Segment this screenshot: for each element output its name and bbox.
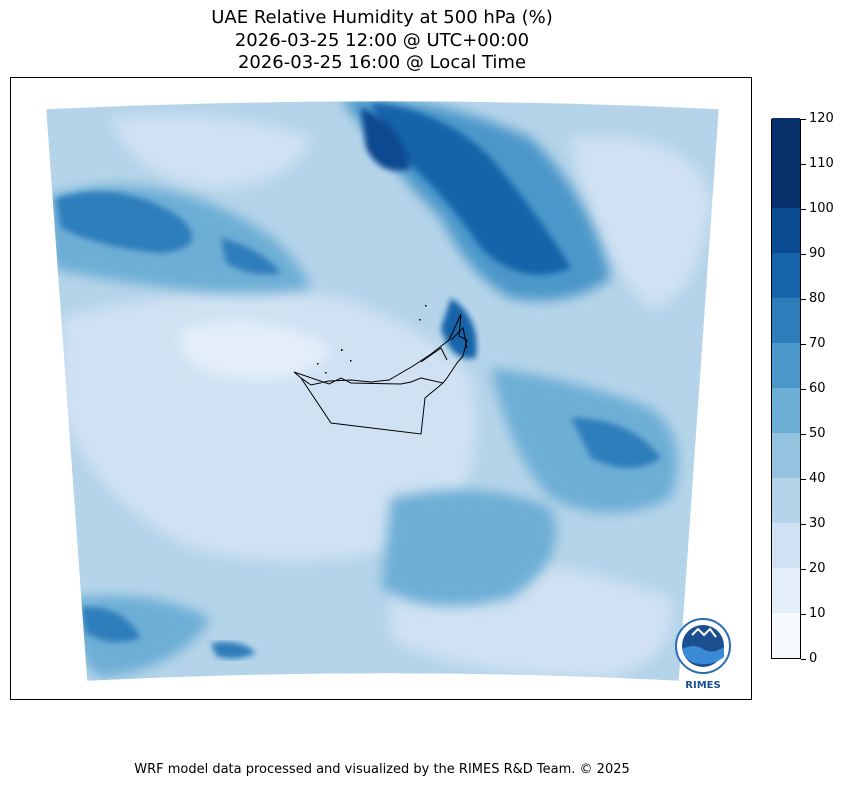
humidity-field: [46, 101, 719, 681]
colorbar-tick-label: 80: [809, 291, 826, 306]
rimes-logo-mark: [675, 618, 731, 674]
colorbar-tick: [801, 299, 806, 300]
footer-credit: WRF model data processed and visualized …: [134, 762, 630, 777]
colorbar-segment: [772, 477, 800, 523]
colorbar-segment: [772, 207, 800, 253]
utc-time-subtitle: 2026-03-25 12:00 @ UTC+00:00: [234, 30, 530, 51]
colorbar-tick-label: 50: [809, 426, 826, 441]
colorbar-tick: [801, 344, 806, 345]
colorbar-segment: [772, 342, 800, 388]
colorbar-tick: [801, 164, 806, 165]
colorbar-tick: [801, 209, 806, 210]
colorbar-tick: [801, 254, 806, 255]
colorbar-tick-label: 60: [809, 381, 826, 396]
colorbar-tick-label: 120: [809, 111, 834, 126]
colorbar-tick-label: 0: [809, 651, 818, 666]
colorbar-segment: [772, 567, 800, 613]
colorbar-segment: [772, 252, 800, 298]
map-title: UAE Relative Humidity at 500 hPa (%): [211, 7, 553, 28]
humidity-map: [45, 100, 720, 682]
islands: [317, 305, 427, 374]
colorbar-tick-label: 70: [809, 336, 826, 351]
colorbar-segment: [772, 432, 800, 478]
colorbar-segment: [772, 612, 800, 658]
local-time-subtitle: 2026-03-25 16:00 @ Local Time: [237, 52, 527, 73]
rimes-logo: RIMES: [674, 617, 732, 691]
colorbar-segment: [772, 387, 800, 433]
colorbar-tick: [801, 614, 806, 615]
colorbar-tick: [801, 479, 806, 480]
colorbar-tick-label: 110: [809, 156, 834, 171]
map-panel: [10, 77, 752, 700]
colorbar-tick: [801, 389, 806, 390]
colorbar-tick: [801, 119, 806, 120]
colorbar-tick-label: 40: [809, 471, 826, 486]
colorbar-segment: [772, 297, 800, 343]
colorbar-tick: [801, 524, 806, 525]
colorbar: [771, 117, 801, 659]
rimes-logo-label: RIMES: [685, 680, 721, 691]
colorbar-tick: [801, 569, 806, 570]
colorbar-tick-label: 20: [809, 561, 826, 576]
colorbar-segment: [772, 162, 800, 208]
colorbar-tick-label: 90: [809, 246, 826, 261]
colorbar-segment: [772, 117, 800, 163]
colorbar-tick: [801, 434, 806, 435]
colorbar-tick: [801, 659, 806, 660]
colorbar-tick-label: 10: [809, 606, 826, 621]
colorbar-segment: [772, 522, 800, 568]
uae-outline: [293, 313, 468, 435]
colorbar-tick-label: 30: [809, 516, 826, 531]
colorbar-tick-label: 100: [809, 201, 834, 216]
